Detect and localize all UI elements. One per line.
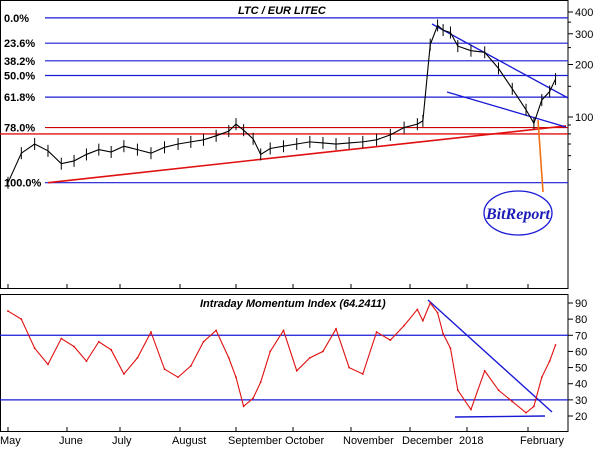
imi-point [348,366,351,369]
imi-point [421,319,424,322]
fib-level-label: 50.0% [4,70,35,82]
imi-point [470,408,472,411]
imi-point [202,340,205,343]
fib-level-label: 61.8% [4,92,35,104]
bitreport-logo-ellipse [483,190,553,236]
imi-point [389,339,392,342]
imi-point [456,389,459,392]
imi-point [215,329,218,332]
imi-point [403,324,405,327]
imi-point [73,345,75,348]
imi-trendline [427,299,553,413]
imi-point [269,350,272,353]
fib-level-label: 100.0% [4,178,42,190]
imi-point [335,327,337,330]
imi-point [163,368,166,371]
imi-point [259,381,262,383]
imi-point [85,360,88,363]
imi-y-tick-label: 80 [575,314,587,326]
x-tick-label: February [520,435,565,447]
imi-series-line [7,301,557,414]
price-y-tick-label: 400 [575,7,593,19]
imi-point [442,332,444,335]
logo-pointer-line [537,119,544,193]
imi-point [33,347,36,350]
imi-point [554,344,557,346]
bitreport-logo-text: BitReport [485,206,551,223]
imi-y-tick-label: 90 [575,298,587,310]
imi-point [282,329,285,332]
x-tick-label: June [59,435,83,447]
fib-level-label: 23.6% [4,38,35,50]
imi-point [97,340,100,343]
imi-point [449,347,452,350]
imi-point [533,405,535,408]
imi-point [235,376,237,379]
imi-point [60,337,63,340]
imi-point [525,411,527,414]
imi-point [429,302,432,304]
imi-y-tick-label: 40 [575,379,587,391]
imi-point [227,356,230,359]
fib-level-label: 0.0% [4,13,29,25]
imi-point [150,331,152,333]
x-tick-label: 2018 [459,435,483,447]
imi-point [322,350,324,353]
imi-point [416,308,419,311]
imi-point [308,356,311,359]
imi-point [122,373,125,375]
imi-point [136,356,139,359]
channel-upper-line [431,23,569,99]
imi-point [295,369,298,372]
imi-point [177,376,179,379]
imi-y-tick-label: 60 [575,346,587,358]
imi-point [7,310,9,312]
imi-point [375,331,378,333]
imi-y-tick-label: 20 [575,411,587,423]
imi-support-line [454,415,546,418]
imi-point [540,376,543,379]
support-trendline [47,125,567,184]
imi-y-tick-label: 70 [575,330,587,342]
x-tick-label: November [343,435,394,447]
imi-point [511,400,514,403]
imi-y-tick-label: 50 [575,363,587,375]
imi-point [483,369,486,372]
imi-point [252,397,255,400]
imi-point [242,405,245,408]
imi-point [436,311,439,314]
imi-point [20,318,23,321]
imi-y-tick-label: 30 [575,395,587,407]
price-y-tick-label: 100 [575,112,593,124]
price-series-line [7,24,557,183]
x-tick-label: August [172,435,206,447]
x-tick-label: October [285,435,324,447]
imi-point [47,363,49,366]
price-y-tick-label: 300 [575,29,593,41]
x-tick-label: December [402,435,453,447]
imi-point [548,360,551,363]
momentum-panel-frame [0,294,569,432]
price-y-tick-label: 200 [575,60,593,72]
x-tick-label: July [112,435,132,447]
imi-point [361,373,364,375]
fib-level-label: 78.0% [4,123,35,135]
channel-lower-line [446,91,567,128]
fib-level-label: 38.2% [4,56,35,68]
x-tick-label: May [0,435,21,447]
imi-point [189,365,192,367]
momentum-chart-title: Intraday Momentum Index (64.2411) [200,298,386,310]
price-chart-title: LTC / EUR LITEC [238,5,327,17]
x-tick-label: September [228,435,282,447]
imi-point [497,389,500,392]
imi-point [110,348,113,351]
